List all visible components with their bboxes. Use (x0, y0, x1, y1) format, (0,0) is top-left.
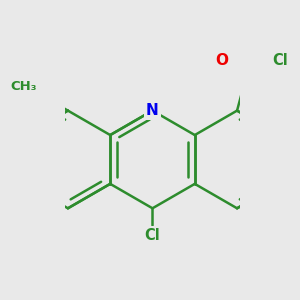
Text: Cl: Cl (145, 228, 160, 243)
Text: N: N (146, 103, 159, 118)
Text: Cl: Cl (272, 53, 288, 68)
Text: O: O (215, 53, 228, 68)
Text: CH₃: CH₃ (11, 80, 37, 93)
